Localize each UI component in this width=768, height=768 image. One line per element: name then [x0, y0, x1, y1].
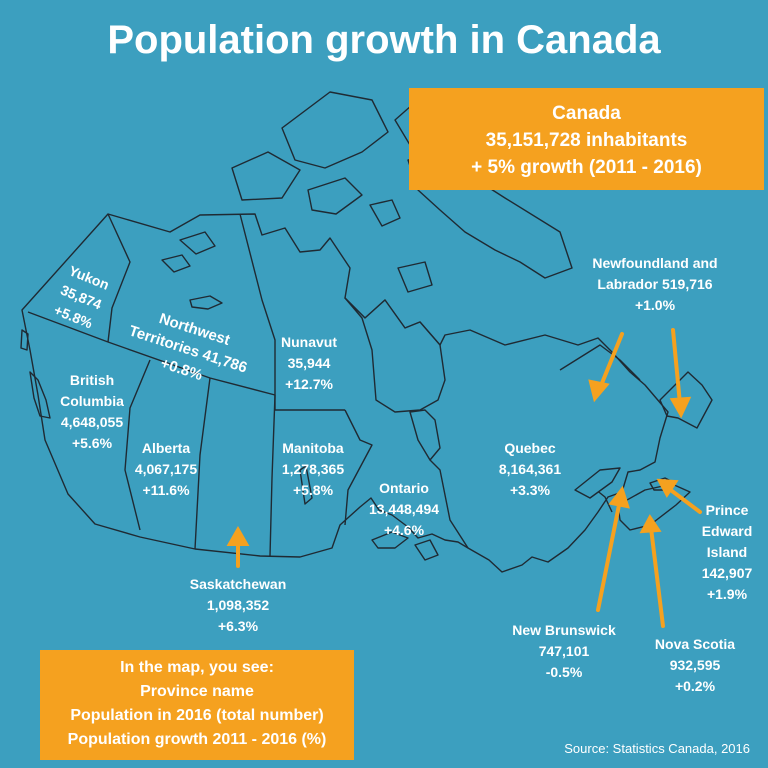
- vancouver-island: [29, 371, 51, 419]
- region-name: New Brunswick: [512, 622, 616, 638]
- region-growth: +6.3%: [217, 618, 259, 634]
- region-label-saskatchewan: Saskatchewan 1,098,352 +6.3%: [176, 574, 300, 637]
- canada-summary-box: Canada 35,151,728 inhabitants + 5% growt…: [409, 88, 764, 190]
- james-bay: [409, 409, 441, 461]
- border-quebec-labrador: [559, 344, 641, 381]
- region-population: 1,278,365: [281, 461, 345, 477]
- newfoundland-island: [659, 371, 713, 429]
- region-name: Nova Scotia: [654, 636, 736, 652]
- region-name: Saskatchewan: [189, 576, 287, 592]
- legend-heading: In the map, you see:: [120, 659, 274, 676]
- region-population: 142,907: [701, 565, 753, 581]
- region-growth: +11.6%: [142, 482, 190, 498]
- region-label-manitoba: Manitoba 1,278,365 +5.8%: [268, 438, 358, 501]
- region-growth: +1.9%: [706, 586, 748, 602]
- arrowhead-pei: [656, 478, 679, 498]
- arctic-island: [231, 151, 301, 201]
- region-name: Labrador: [597, 276, 659, 292]
- arrow-nova-scotia: [649, 526, 665, 628]
- summary-growth: + 5% growth (2011 - 2016): [471, 157, 702, 178]
- region-name: Columbia: [60, 393, 124, 409]
- legend-box: In the map, you see: Province name Popul…: [40, 650, 354, 760]
- saint-lawrence-gulf: [574, 467, 621, 499]
- border-ontario-quebec: [429, 459, 469, 549]
- nova-scotia-outline: [617, 483, 691, 531]
- region-name: Prince: [705, 502, 749, 518]
- region-growth: +12.7%: [285, 376, 333, 392]
- region-population: 932,595: [669, 657, 721, 673]
- region-population: 8,164,361: [498, 461, 562, 477]
- arrowhead-new-brunswick: [608, 485, 630, 509]
- arrowhead-nova-scotia: [639, 514, 662, 534]
- region-name: Ontario: [379, 480, 429, 496]
- region-name: Nunavut: [281, 334, 337, 350]
- legend-line-1: Province name: [140, 683, 254, 700]
- arctic-island: [179, 231, 216, 255]
- region-label-pei: Prince Edward Island 142,907 +1.9%: [690, 500, 764, 605]
- arctic-island: [369, 199, 401, 227]
- region-population: 519,716: [661, 276, 713, 292]
- summary-population: 35,151,728 inhabitants: [485, 130, 688, 151]
- arrowhead-saskatchewan: [226, 525, 250, 546]
- page-title: Population growth in Canada: [107, 18, 661, 62]
- region-population: 4,648,055: [60, 414, 124, 430]
- border-bc-alberta: [124, 359, 151, 531]
- region-growth: +5.6%: [71, 435, 113, 451]
- region-label-newfoundland-labrador: Newfoundland and Labrador 519,716 +1.0%: [570, 253, 740, 316]
- region-name: Edward: [701, 523, 753, 539]
- region-label-new-brunswick: New Brunswick 747,101 -0.5%: [496, 620, 632, 683]
- region-label-alberta: Alberta 4,067,175 +11.6%: [120, 438, 212, 501]
- region-label-nunavut: Nunavut 35,944 +12.7%: [268, 332, 350, 395]
- legend-line-3: Population growth 2011 - 2016 (%): [67, 731, 327, 748]
- region-name: Quebec: [504, 440, 556, 456]
- arrow-newfoundland-labrador: [598, 332, 624, 390]
- hudson-bay: [344, 297, 446, 413]
- haida-gwaii: [20, 329, 29, 351]
- border-yukon-nwt: [107, 213, 131, 343]
- lake-winnipeg: [299, 465, 313, 505]
- region-label-quebec: Quebec 8,164,361 +3.3%: [480, 438, 580, 501]
- region-population: 747,101: [538, 643, 590, 659]
- arrowhead-labrador: [588, 379, 610, 403]
- region-label-nova-scotia: Nova Scotia 932,595 +0.2%: [640, 634, 750, 697]
- region-population: 4,067,175: [134, 461, 198, 477]
- region-population: 1,098,352: [206, 597, 270, 613]
- region-label-ontario: Ontario 13,448,494 +4.6%: [352, 478, 456, 541]
- region-name: British: [69, 372, 115, 388]
- region-growth: +4.6%: [383, 522, 425, 538]
- arctic-island: [281, 91, 389, 169]
- region-name: Newfoundland and: [592, 255, 718, 271]
- arctic-island: [307, 177, 363, 215]
- border-yukon-bc: [27, 311, 109, 343]
- region-name: Manitoba: [282, 440, 344, 456]
- region-population: 13,448,494: [368, 501, 440, 517]
- source-note: Source: Statistics Canada, 2016: [564, 741, 750, 756]
- legend-line-2: Population in 2016 (total number): [70, 707, 324, 724]
- lake-superior: [371, 531, 409, 549]
- great-bear-lake: [161, 254, 191, 273]
- region-name: Island: [706, 544, 748, 560]
- arrowhead-newfoundland: [669, 396, 692, 419]
- region-growth: +3.3%: [509, 482, 551, 498]
- border-nwt-nunavut: [239, 213, 276, 410]
- summary-name: Canada: [552, 103, 621, 124]
- region-growth: +5.8%: [292, 482, 334, 498]
- great-slave-lake: [189, 295, 223, 310]
- region-label-british-columbia: British Columbia 4,648,055 +5.6%: [44, 370, 140, 454]
- region-name: Alberta: [141, 440, 191, 456]
- arrow-new-brunswick: [596, 498, 622, 612]
- region-population: 35,944: [287, 355, 331, 371]
- border-saskatchewan-manitoba: [269, 394, 276, 557]
- border-manitoba-ontario: [344, 409, 373, 526]
- southampton-island: [397, 261, 433, 293]
- border-alberta-saskatchewan: [194, 377, 211, 550]
- arrow-pei: [666, 486, 702, 514]
- lake-huron: [414, 539, 439, 561]
- arrow-newfoundland-island: [671, 328, 682, 406]
- region-growth: -0.5%: [545, 664, 583, 680]
- region-growth: +0.2%: [674, 678, 716, 694]
- region-growth: +1.0%: [634, 297, 676, 313]
